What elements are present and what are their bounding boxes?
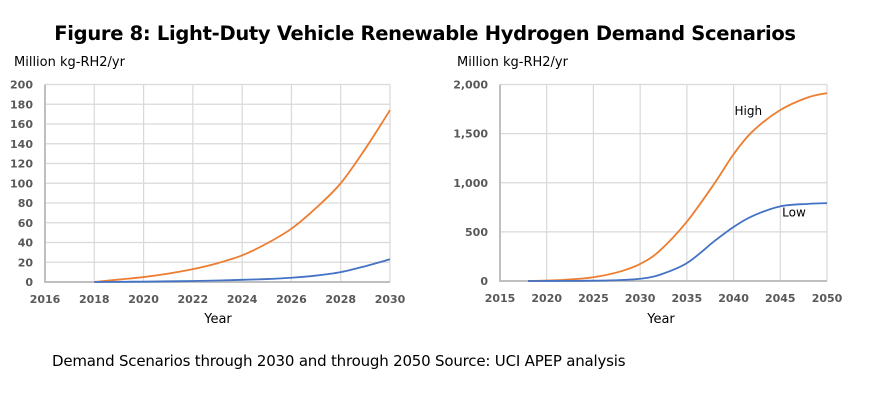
x-tick-label: 2015 [485,292,516,305]
x-tick-label: 2025 [578,292,609,305]
y-axis-label: Million kg-RH2/yr [14,55,126,70]
annotation-low: Low [782,206,806,220]
x-tick-label: 2024 [227,293,258,306]
chart-through-2030: Million kg-RH2/yr 0 20 40 60 80 100 120 140 160 18… [10,55,406,327]
x-tick-label: 2020 [128,293,159,306]
x-axis-title: Year [203,312,232,327]
y-tick-label: 2,000 [453,79,488,92]
x-tick-label: 2030 [375,293,406,306]
y-tick-label: 0 [480,275,488,288]
y-tick-label: 80 [18,197,34,210]
series-line-high [94,109,391,283]
series-line-low [528,202,828,282]
chart-through-2050: Million kg-RH2/yr 0 500 1,000 1,500 2,000 2015… [453,55,842,327]
x-tick-label: 2030 [625,292,656,305]
x-tick-label: 2022 [178,293,209,306]
x-tick-label: 2045 [765,292,796,305]
y-tick-label: 120 [10,158,33,171]
y-tick-label: 180 [10,98,33,111]
series-line-high [528,92,828,282]
x-tick-label: 2050 [812,292,843,305]
x-axis-title: Year [646,312,675,327]
y-tick-label: 140 [10,138,33,151]
x-tick-label: 2028 [325,293,356,306]
figure-title: Figure 8: Light-Duty Vehicle Renewable H… [54,22,796,45]
x-tick-label: 2020 [531,292,562,305]
y-tick-label: 100 [10,177,33,190]
y-tick-label: 40 [18,237,34,250]
x-tick-label: 2035 [672,292,703,305]
y-tick-label: 1,500 [453,128,488,141]
figure-caption: Demand Scenarios through 2030 and throug… [52,352,626,370]
x-tick-label: 2040 [718,292,749,305]
x-tick-label: 2016 [30,293,61,306]
y-tick-label: 0 [25,276,33,289]
y-tick-label: 160 [10,118,33,131]
annotation-high: High [735,104,763,118]
y-axis-label: Million kg-RH2/yr [457,55,569,70]
x-tick-label: 2018 [79,293,110,306]
y-tick-label: 60 [18,217,34,230]
series-line-low [94,258,391,283]
y-tick-label: 1,000 [453,177,488,190]
y-tick-label: 200 [10,79,33,92]
y-tick-label: 20 [18,256,34,269]
x-tick-label: 2026 [276,293,307,306]
y-tick-label: 500 [465,226,488,239]
